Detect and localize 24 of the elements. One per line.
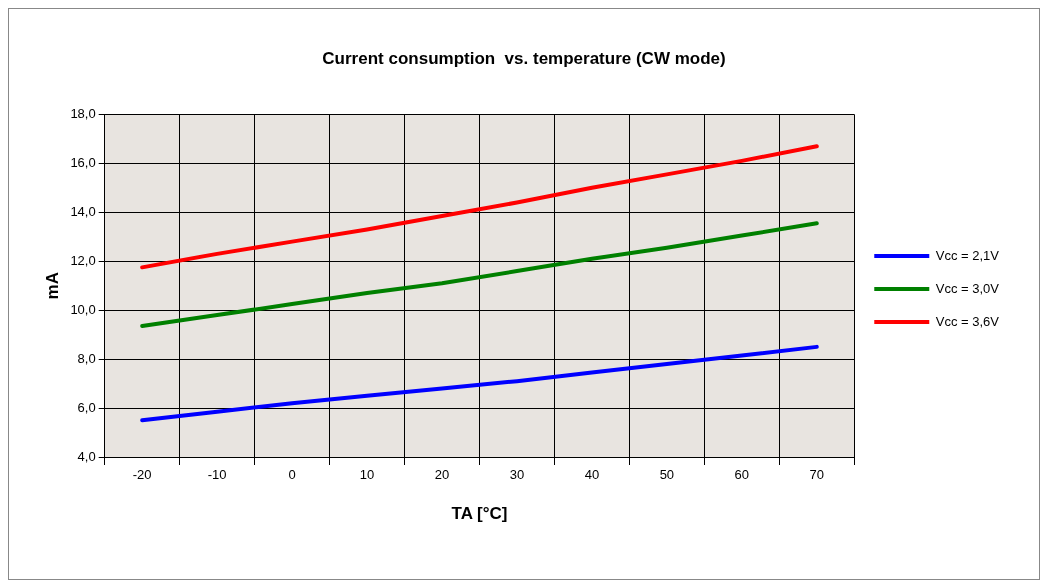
x-tick-label: -20 [132,467,152,483]
x-tick-label: -10 [207,467,227,483]
y-tick-label: 14,0 [70,203,96,219]
y-tick-label: 10,0 [70,301,96,317]
legend-label: Vcc = 3,6V [935,313,1000,329]
x-tick-label: 40 [584,467,600,483]
legend-label: Vcc = 2,1V [935,247,1000,263]
legend-label: Vcc = 3,0V [935,280,1000,296]
y-axis-title: mA [42,272,62,300]
y-tick-label: 18,0 [70,105,96,121]
x-tick-label: 10 [359,467,375,483]
x-axis-title: TA [°C] [451,504,508,524]
x-tick-label: 70 [809,467,825,483]
y-tick-label: 16,0 [70,154,96,170]
x-tick-label: 20 [434,467,450,483]
y-tick-label: 6,0 [77,399,96,415]
x-tick-label: 50 [659,467,675,483]
x-tick-label: 0 [288,467,296,483]
x-tick-label: 60 [734,467,750,483]
y-tick-label: 4,0 [77,448,96,464]
y-tick-label: 8,0 [77,350,96,366]
x-tick-label: 30 [509,467,525,483]
y-tick-label: 12,0 [70,252,96,268]
chart-title: Current consumption vs. temperature (CW mode) [322,48,726,68]
